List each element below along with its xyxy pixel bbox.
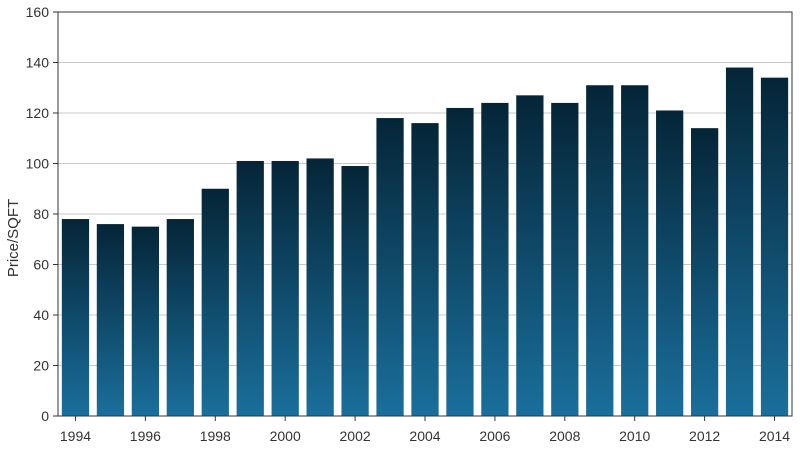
plot-frame (57, 11, 793, 417)
x-tick-label: 2008 (549, 428, 580, 444)
y-tick-label: 80 (33, 206, 49, 222)
y-tick-label: 160 (26, 4, 50, 20)
bar-2003 (376, 118, 404, 417)
bar-1998 (201, 188, 229, 416)
bar-2013 (725, 67, 754, 417)
x-tick-label: 2000 (270, 428, 301, 444)
bar-2001 (306, 158, 334, 416)
bar-2007 (516, 95, 544, 416)
bar-2010 (621, 85, 649, 416)
x-tick-label: 2012 (689, 428, 720, 444)
x-tick-label: 2006 (479, 428, 510, 444)
bar-2008 (551, 102, 579, 417)
bar-2014 (760, 77, 789, 417)
bar-1994 (61, 219, 90, 416)
axes (53, 11, 793, 421)
bar-2006 (481, 102, 509, 417)
tick-labels: 0 20 40 60 80 100 120 140 160 1994 1996 1998 2000 200… (26, 4, 791, 444)
y-tick-label: 40 (33, 307, 49, 323)
y-tick-label: 100 (26, 156, 50, 172)
y-axis-label: Price/SQFT (5, 199, 22, 277)
y-tick-label: 140 (26, 55, 50, 71)
bar-2000 (271, 160, 299, 416)
y-tick-label: 120 (26, 105, 50, 121)
x-tick-label: 1996 (130, 428, 161, 444)
x-tick-label: 2002 (340, 428, 371, 444)
bar-2011 (656, 110, 684, 416)
bars (61, 67, 789, 417)
bar-1999 (236, 160, 264, 416)
x-tick-label: 2014 (759, 428, 790, 444)
x-tick-label: 1998 (200, 428, 231, 444)
x-tick-label: 2004 (409, 428, 440, 444)
x-tick-label: 2010 (619, 428, 650, 444)
bar-2004 (411, 123, 439, 416)
bar-2012 (690, 128, 719, 416)
bar-1997 (166, 219, 194, 416)
y-tick-label: 0 (41, 408, 49, 424)
x-tick-label: 1994 (60, 428, 91, 444)
bar-2002 (341, 166, 369, 416)
bar-2009 (586, 85, 614, 416)
y-tick-label: 20 (33, 358, 49, 374)
y-tick-label: 60 (33, 257, 49, 273)
bar-1996 (131, 226, 160, 417)
bar-2005 (446, 107, 474, 416)
bar-1995 (96, 224, 125, 416)
